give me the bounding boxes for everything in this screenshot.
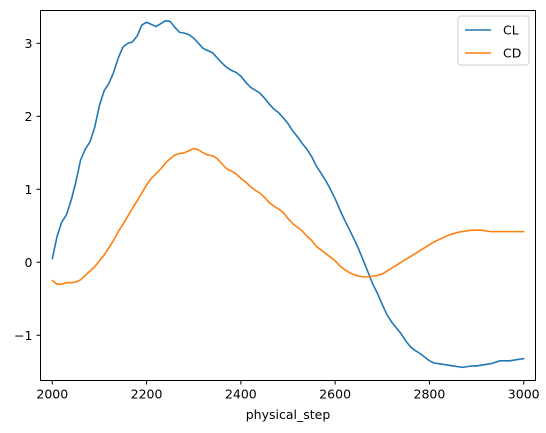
- legend-label-cd: CD: [503, 46, 521, 61]
- y-axis: −1 0 1 2 3: [14, 36, 41, 343]
- x-axis-label: physical_step: [246, 407, 331, 422]
- y-tick-label: 1: [25, 182, 33, 197]
- y-tick-label: −1: [14, 328, 32, 343]
- x-tick-label: 2600: [319, 387, 351, 402]
- legend-label-cl: CL: [503, 23, 519, 38]
- series-line-cd: [51, 147, 525, 285]
- x-tick-label: 3000: [508, 387, 540, 402]
- x-axis: 2000 2200 2400 2600 2800 3000: [36, 380, 540, 402]
- x-tick-label: 2200: [131, 387, 163, 402]
- x-tick-label: 2800: [414, 387, 446, 402]
- legend: CL CD: [457, 15, 530, 66]
- y-tick-label: 2: [25, 109, 33, 124]
- y-tick-label: 3: [25, 36, 33, 51]
- x-tick-label: 2400: [225, 387, 257, 402]
- series-line-cl: [51, 19, 525, 369]
- x-tick-label: 2000: [36, 387, 68, 402]
- plot-frame: [40, 10, 536, 381]
- plot-lines: [51, 19, 525, 369]
- y-tick-label: 0: [25, 255, 33, 270]
